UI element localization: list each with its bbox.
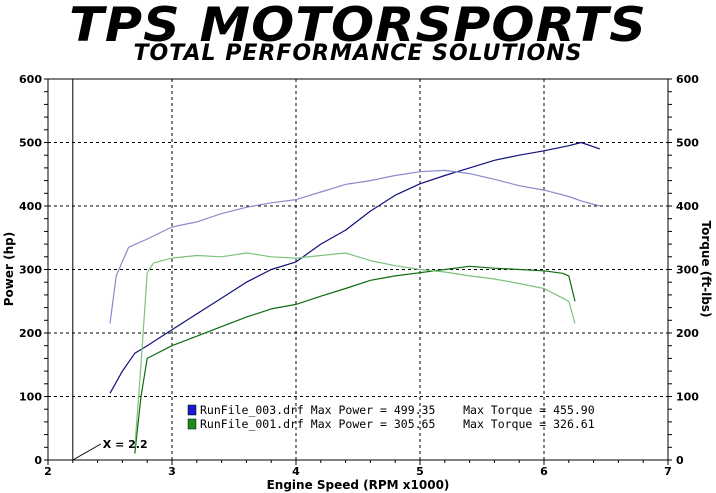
- x-axis-label: Engine Speed (RPM x1000): [267, 478, 450, 492]
- minor-ticks: [44, 78, 672, 465]
- series-line-0: [109, 141, 600, 394]
- y-tick-label-right: 600: [676, 73, 699, 86]
- legend-entry-run001: RunFile_001.drf Max Power = 305.65 Max T…: [200, 417, 595, 431]
- brand-title: TPS MOTORSPORTS: [69, 0, 647, 53]
- grid-lines: [48, 79, 668, 460]
- y-tick-label-left: 300: [19, 264, 42, 277]
- x-tick-label: 3: [168, 465, 176, 478]
- y-tick-labels-right: 0 100 200 300 400 500 600: [676, 73, 699, 467]
- y-tick-label-right: 300: [676, 264, 699, 277]
- y-tick-label-right: 400: [676, 200, 699, 213]
- x-tick-label: 6: [540, 465, 548, 478]
- brand-tagline: TOTAL PERFORMANCE SOLUTIONS: [133, 41, 583, 66]
- series-line-3: [134, 252, 576, 448]
- x-tick-labels: 2 3 4 5 6 7: [44, 465, 672, 478]
- series-line-2: [134, 265, 576, 454]
- x-tick-label: 5: [416, 465, 424, 478]
- cursor-label: X = 2.2: [103, 438, 148, 451]
- series-line-1: [109, 169, 600, 324]
- x-tick-label: 2: [44, 465, 52, 478]
- y-axis-label-left: Power (hp): [2, 232, 16, 306]
- y-tick-label-left: 600: [19, 73, 42, 86]
- legend-entry-run003: RunFile_003.drf Max Power = 499.35 Max T…: [200, 403, 595, 417]
- y-axis-label-right: Torque (ft-lbs): [699, 221, 713, 318]
- cursor-pointer: [72, 443, 102, 461]
- y-tick-labels-left: 0 100 200 300 400 500 600: [19, 73, 42, 467]
- y-tick-label-right: 100: [676, 391, 699, 404]
- y-tick-label-right: 0: [676, 454, 684, 467]
- y-tick-label-left: 100: [19, 391, 42, 404]
- y-tick-label-left: 200: [19, 327, 42, 340]
- y-tick-label-right: 200: [676, 327, 699, 340]
- x-tick-label: 4: [292, 465, 300, 478]
- x-tick-label: 7: [664, 465, 672, 478]
- legend: RunFile_003.drf Max Power = 499.35 Max T…: [187, 403, 595, 431]
- legend-swatch-run003: [187, 404, 197, 416]
- y-tick-label-right: 500: [676, 137, 699, 150]
- y-tick-label-left: 500: [19, 137, 42, 150]
- banner: TPS MOTORSPORTS TOTAL PERFORMANCE SOLUTI…: [0, 0, 716, 72]
- legend-swatch-run001: [187, 418, 197, 430]
- y-tick-label-left: 0: [34, 454, 42, 467]
- y-tick-label-left: 400: [19, 200, 42, 213]
- series-layer: [109, 141, 600, 454]
